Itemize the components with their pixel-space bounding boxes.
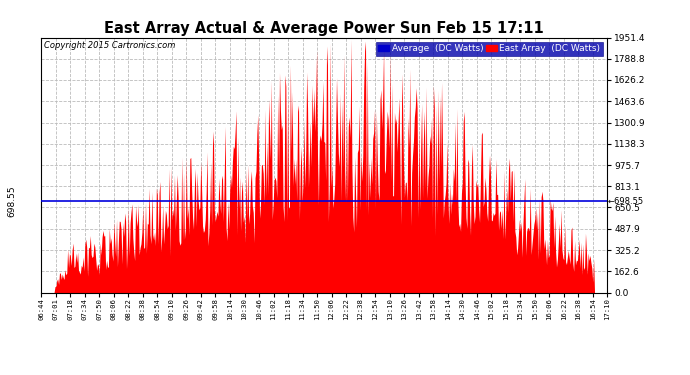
Title: East Array Actual & Average Power Sun Feb 15 17:11: East Array Actual & Average Power Sun Fe… xyxy=(104,21,544,36)
Text: Copyright 2015 Cartronics.com: Copyright 2015 Cartronics.com xyxy=(44,41,175,50)
Text: ←698.55: ←698.55 xyxy=(608,197,644,206)
Legend: Average  (DC Watts), East Array  (DC Watts): Average (DC Watts), East Array (DC Watts… xyxy=(376,42,602,56)
Text: 698.55: 698.55 xyxy=(7,185,16,217)
